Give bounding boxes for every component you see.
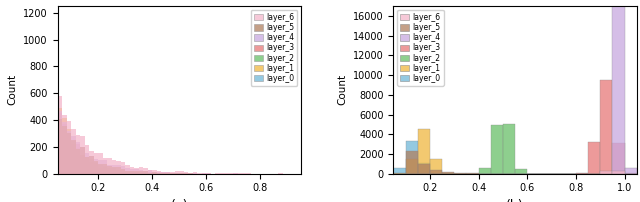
Bar — [612, 143, 625, 174]
Bar — [600, 80, 612, 174]
Bar — [418, 164, 430, 174]
Bar — [394, 173, 406, 174]
Bar — [491, 125, 503, 174]
Bar — [625, 168, 637, 174]
Bar — [394, 168, 406, 174]
Bar — [430, 159, 442, 174]
Bar — [442, 173, 454, 174]
Polygon shape — [58, 108, 301, 174]
X-axis label: (a): (a) — [170, 199, 188, 202]
Bar — [479, 168, 491, 174]
Polygon shape — [58, 111, 301, 174]
Bar — [503, 124, 515, 174]
Bar — [406, 141, 418, 174]
Legend: layer_6, layer_5, layer_4, layer_3, layer_2, layer_1, layer_0: layer_6, layer_5, layer_4, layer_3, laye… — [251, 10, 297, 86]
Bar — [612, 171, 625, 174]
X-axis label: (b): (b) — [506, 199, 524, 202]
Polygon shape — [58, 119, 301, 174]
Bar — [406, 160, 418, 174]
Legend: layer_6, layer_5, layer_4, layer_3, layer_2, layer_1, layer_0: layer_6, layer_5, layer_4, layer_3, laye… — [397, 10, 444, 86]
Polygon shape — [58, 113, 301, 174]
Bar — [418, 129, 430, 174]
Y-axis label: Count: Count — [8, 74, 18, 105]
Polygon shape — [58, 96, 301, 174]
Bar — [430, 170, 442, 174]
Bar — [406, 151, 418, 174]
Bar — [625, 173, 637, 174]
Bar — [454, 173, 467, 174]
Polygon shape — [58, 125, 301, 174]
Bar — [515, 169, 527, 174]
Bar — [576, 173, 588, 174]
Polygon shape — [58, 128, 301, 174]
Bar — [418, 163, 430, 174]
Bar — [588, 142, 600, 174]
Bar — [600, 171, 612, 174]
Y-axis label: Count: Count — [337, 74, 348, 105]
Bar — [612, 2, 625, 174]
Bar — [442, 172, 454, 174]
